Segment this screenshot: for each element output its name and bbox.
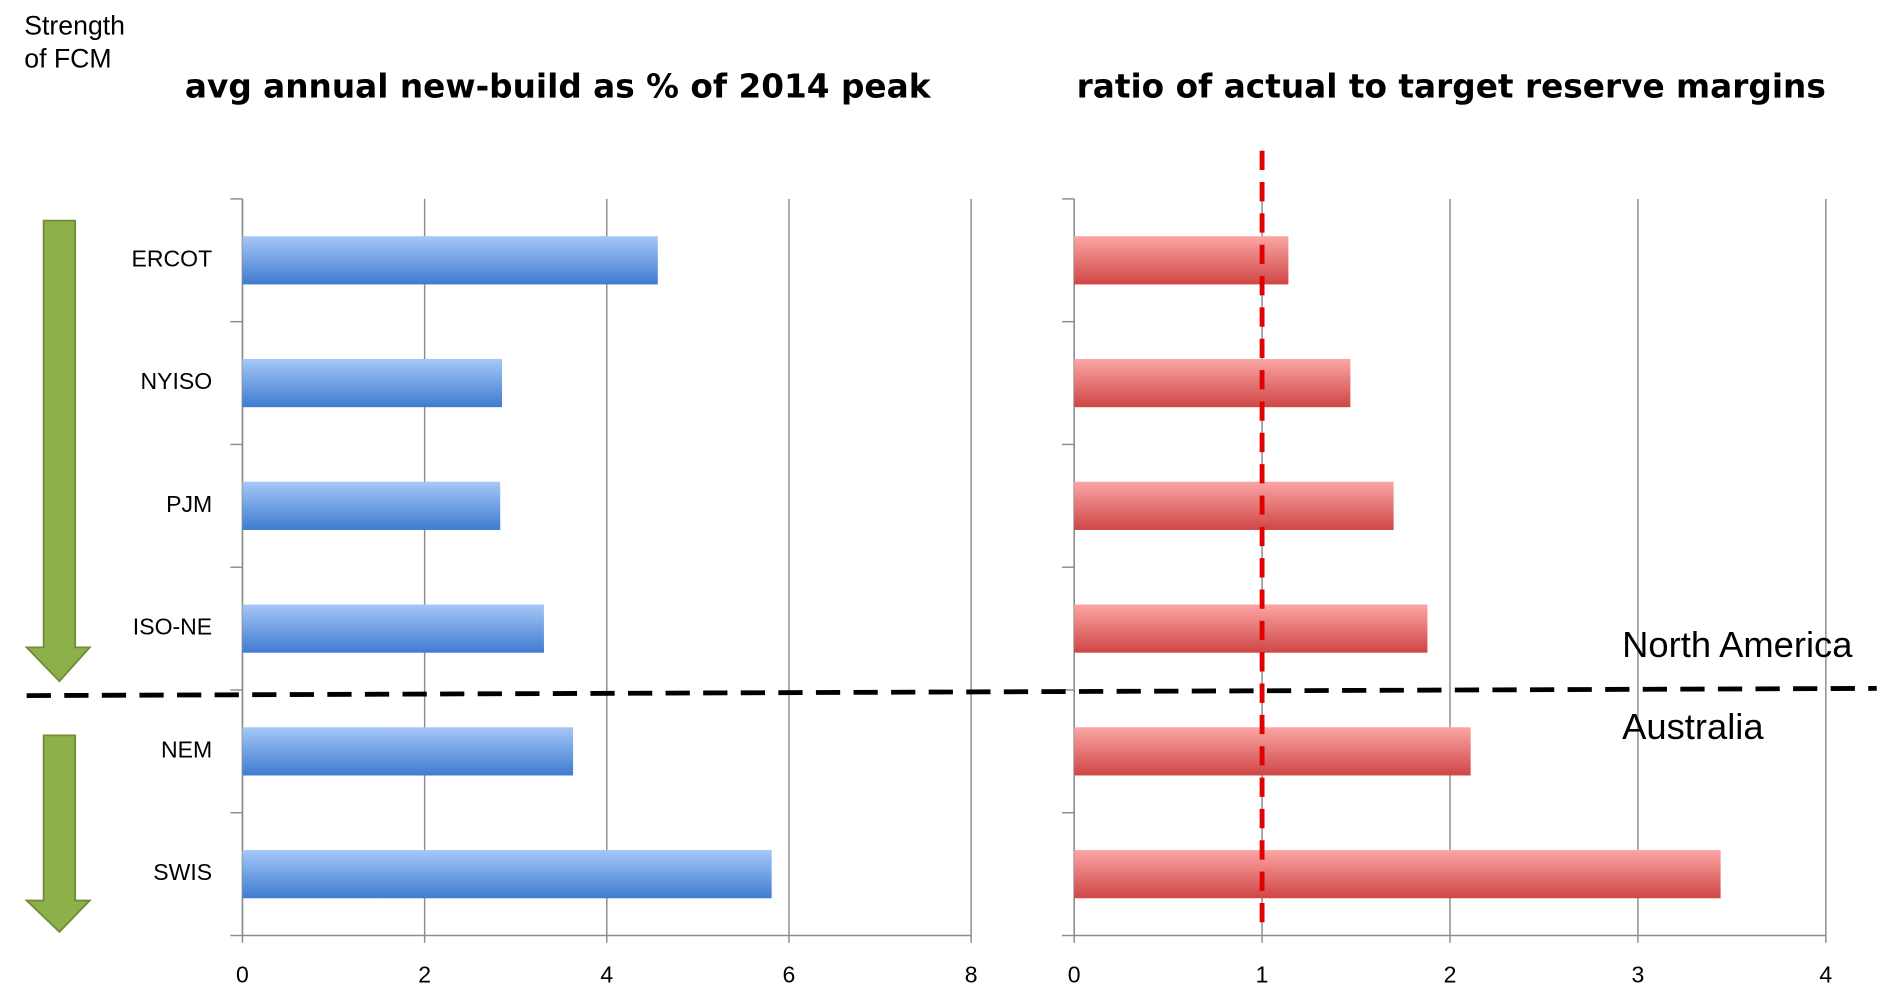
chart-title: avg annual new-build as % of 2014 peak — [184, 68, 931, 107]
group-label: Australia — [1622, 706, 1764, 747]
y-tick-label: NEM — [161, 736, 212, 762]
arrow — [24, 734, 92, 934]
bar — [1074, 850, 1721, 899]
bar — [1074, 236, 1289, 285]
y-tick-label: SWIS — [153, 859, 212, 885]
x-tick-label: 4 — [600, 962, 613, 988]
bar — [242, 481, 501, 530]
bar — [1074, 358, 1351, 408]
bar — [1074, 604, 1428, 653]
x-tick-label: 2 — [418, 962, 431, 988]
chart-title-box: avg annual new-build as % of 2014 peak — [184, 68, 931, 107]
x-tick-label: 0 — [1068, 962, 1081, 988]
chart-title-box: ratio of actual to target reserve margin… — [1076, 68, 1826, 107]
y-tick-label: ERCOT — [132, 245, 213, 271]
x-tick-label: 1 — [1256, 962, 1269, 988]
x-tick-label: 3 — [1632, 962, 1645, 988]
y-tick-label: PJM — [166, 491, 212, 517]
chart-title: ratio of actual to target reserve margin… — [1076, 68, 1826, 107]
axis-note: of FCM — [24, 43, 111, 73]
x-tick-label: 2 — [1444, 962, 1457, 988]
bar — [1074, 727, 1471, 776]
y-tick-label: NYISO — [140, 368, 212, 394]
x-tick-label: 4 — [1819, 962, 1832, 988]
x-tick-label: 8 — [965, 962, 978, 988]
group-label: North America — [1622, 624, 1853, 665]
bar — [242, 604, 544, 653]
bar — [242, 358, 503, 408]
bar — [242, 236, 658, 285]
divider — [26, 685, 1877, 699]
y-tick-label: ISO-NE — [133, 614, 212, 640]
arrow — [24, 219, 92, 683]
axis-note: Strength — [24, 11, 125, 41]
bar — [242, 727, 574, 776]
bar — [242, 850, 772, 899]
x-tick-label: 0 — [236, 962, 249, 988]
x-tick-label: 6 — [783, 962, 796, 988]
bar — [1074, 481, 1394, 530]
